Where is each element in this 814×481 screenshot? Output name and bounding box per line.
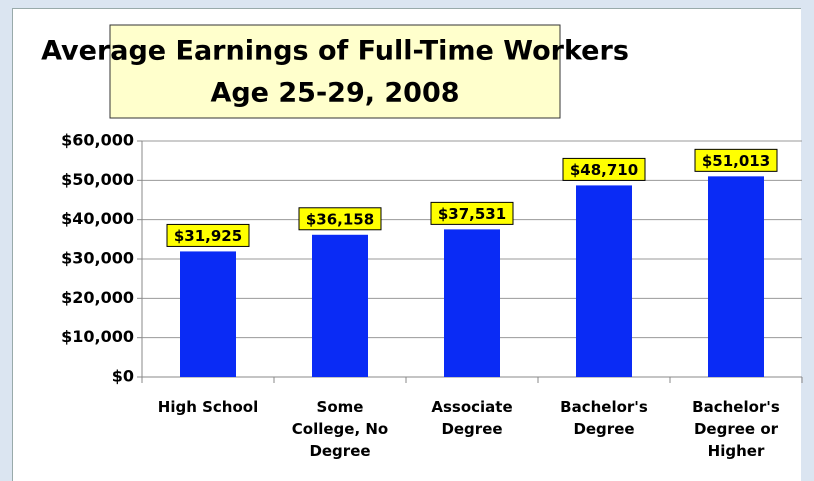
y-tick-label: $60,000 bbox=[61, 131, 134, 150]
x-tick-label: Bachelor's Degree bbox=[560, 398, 648, 438]
value-label-box bbox=[694, 148, 778, 172]
value-label: $36,158 bbox=[306, 210, 374, 228]
bar bbox=[444, 229, 500, 377]
value-label-box bbox=[562, 157, 646, 181]
y-tick-label: $40,000 bbox=[61, 209, 134, 228]
x-tick-label: High School bbox=[157, 398, 259, 416]
bar bbox=[576, 185, 632, 377]
value-label: $37,531 bbox=[438, 205, 506, 223]
bar bbox=[708, 176, 764, 377]
bar bbox=[180, 251, 236, 377]
value-label-box bbox=[298, 207, 382, 231]
value-label-box bbox=[430, 201, 514, 225]
value-label: $51,013 bbox=[702, 152, 770, 170]
chart-title: Age 25-29, 2008 bbox=[210, 78, 459, 109]
x-tick-label: Bachelor's Degree or Higher bbox=[692, 398, 780, 460]
value-label: $48,710 bbox=[570, 161, 638, 179]
value-label: $31,925 bbox=[174, 227, 242, 245]
title-box bbox=[109, 24, 561, 119]
x-tick-label: Some College, No Degree bbox=[291, 398, 389, 460]
bar bbox=[312, 234, 368, 377]
y-tick-label: $30,000 bbox=[61, 249, 134, 268]
y-tick-label: $50,000 bbox=[61, 170, 134, 189]
chart-title: Average Earnings of Full-Time Workers bbox=[41, 36, 629, 67]
x-tick-label: Associate Degree bbox=[431, 398, 513, 438]
y-tick-label: $10,000 bbox=[61, 327, 134, 346]
y-tick-label: $20,000 bbox=[61, 288, 134, 307]
value-label-box bbox=[166, 223, 250, 247]
y-tick-label: $0 bbox=[112, 367, 134, 386]
